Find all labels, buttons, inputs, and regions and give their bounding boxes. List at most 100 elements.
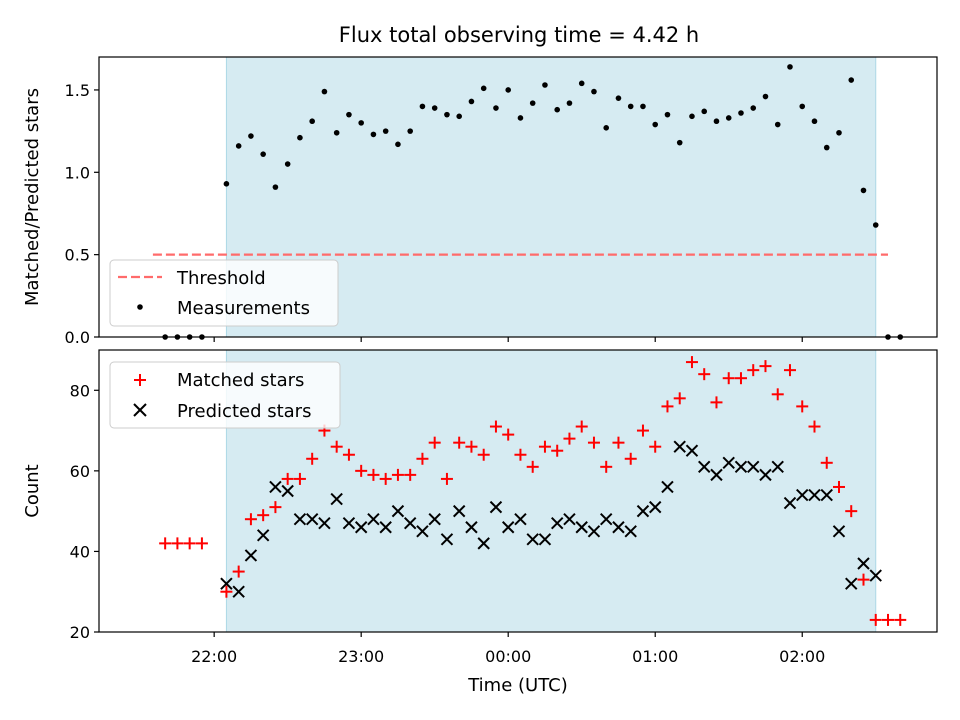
x-axis-ticks: 22:00 23:00 00:00 01:00 02:00 <box>191 632 825 666</box>
measurement-point <box>272 184 279 190</box>
predicted-stars-point <box>526 533 539 546</box>
legend-measurements-label: Measurements <box>177 298 310 319</box>
measurement-point <box>248 133 254 139</box>
measurement-point <box>407 128 413 134</box>
matched-stars-point <box>526 460 539 473</box>
measurement-point <box>578 80 585 87</box>
measurement-point <box>431 105 438 111</box>
matched-stars-point <box>477 448 490 461</box>
predicted-stars-point <box>612 521 625 534</box>
matched-stars-point <box>612 436 625 449</box>
predicted-stars-point <box>391 504 405 518</box>
legend-measurements-swatch <box>137 304 143 310</box>
matched-stars-point <box>600 460 613 473</box>
predicted-stars-point <box>403 517 417 530</box>
y-tick-label: 40 <box>70 542 90 561</box>
measurement-point <box>235 143 242 149</box>
matched-stars-point <box>281 472 294 485</box>
measurement-point <box>309 118 315 125</box>
matched-stars-point <box>269 501 282 514</box>
predicted-stars-point <box>685 444 699 457</box>
legend-matched-swatch <box>134 374 146 386</box>
matched-stars-point <box>722 372 735 385</box>
matched-stars-point <box>195 537 208 550</box>
measurement-point <box>321 88 328 95</box>
matched-stars-point <box>649 440 662 453</box>
predicted-stars-point <box>232 585 245 598</box>
predicted-stars-point <box>465 521 478 534</box>
matched-stars-point <box>538 440 551 453</box>
legend-box <box>109 259 339 327</box>
matched-stars-point <box>759 360 772 373</box>
predicted-stars-point <box>845 577 858 590</box>
plot-frame <box>98 56 938 338</box>
count-panel: 20 40 60 80 22:00 23:00 00:00 01:00 02:00 Count… <box>22 349 938 696</box>
measurement-point <box>676 139 683 146</box>
predicted-stars-point <box>771 460 784 474</box>
predicted-stars-point <box>698 460 711 474</box>
measurement-point <box>701 108 708 115</box>
matched-stars-point <box>502 428 515 441</box>
measurement-point <box>444 111 450 118</box>
matched-stars-point <box>771 388 784 401</box>
measurement-point <box>505 87 511 93</box>
matched-stars-point <box>391 468 404 481</box>
matched-stars-point <box>367 468 380 481</box>
predicted-stars-point <box>477 537 490 550</box>
predicted-stars-point <box>330 492 343 506</box>
measurement-point <box>529 100 536 106</box>
y-tick-label: 0.5 <box>65 246 90 265</box>
predicted-stars-point <box>710 468 723 482</box>
matched-stars-point <box>673 392 686 405</box>
matched-stars-point <box>624 452 637 465</box>
predicted-stars-point <box>305 512 319 526</box>
matched-stars-point <box>551 444 564 457</box>
predicted-stars-point <box>514 512 527 526</box>
predicted-stars-point <box>318 517 331 530</box>
predicted-stars-point <box>220 577 233 590</box>
measurement-point <box>836 129 842 136</box>
matched-stars-point <box>404 468 417 481</box>
legend-box <box>109 361 341 429</box>
predicted-stars-point <box>428 512 441 526</box>
measurement-point <box>370 131 377 138</box>
measurement-point <box>260 151 266 157</box>
measurement-point <box>762 93 769 100</box>
predicted-stars-point <box>832 525 846 538</box>
matched-stars-point <box>796 400 809 413</box>
x-tick-label: 02:00 <box>779 647 825 666</box>
matched-stars-point <box>636 424 649 437</box>
matched-stars-point <box>575 420 588 433</box>
measurement-point <box>566 100 573 106</box>
predicted-stars-point <box>550 517 564 530</box>
measurement-point <box>774 121 781 128</box>
measurement-point <box>799 103 806 110</box>
y-axis-ticks: 20 40 60 80 <box>70 381 99 642</box>
matched-stars-point <box>845 505 858 518</box>
y-axis-label: Matched/Predicted stars <box>22 88 43 306</box>
predicted-stars-point <box>501 521 515 534</box>
matched-stars-point <box>881 613 894 626</box>
matched-stars-point <box>428 436 441 449</box>
measurement-point <box>603 125 610 131</box>
chart-title: Flux total observing time = 4.42 h <box>339 23 699 47</box>
matched-stars-point <box>244 513 257 526</box>
matched-stars-point <box>465 440 478 453</box>
predicted-stars-point <box>783 496 797 510</box>
predicted-stars-point <box>857 557 870 570</box>
y-tick-label: 20 <box>70 623 90 642</box>
x-tick-label: 00:00 <box>485 647 531 666</box>
y-tick-label: 1.5 <box>65 81 90 100</box>
predicted-stars-point <box>747 460 760 474</box>
matched-stars-point <box>453 436 466 449</box>
predicted-stars-point <box>440 533 454 546</box>
predicted-stars-point <box>256 529 270 542</box>
matched-stars-point <box>489 420 502 433</box>
predicted-stars-point <box>563 512 576 526</box>
measurement-point <box>554 106 561 113</box>
y-tick-label: 60 <box>70 462 90 481</box>
matched-stars-point <box>685 356 698 369</box>
measurement-point <box>823 144 830 151</box>
predicted-stars-point <box>624 525 637 538</box>
measurement-point <box>297 134 303 141</box>
